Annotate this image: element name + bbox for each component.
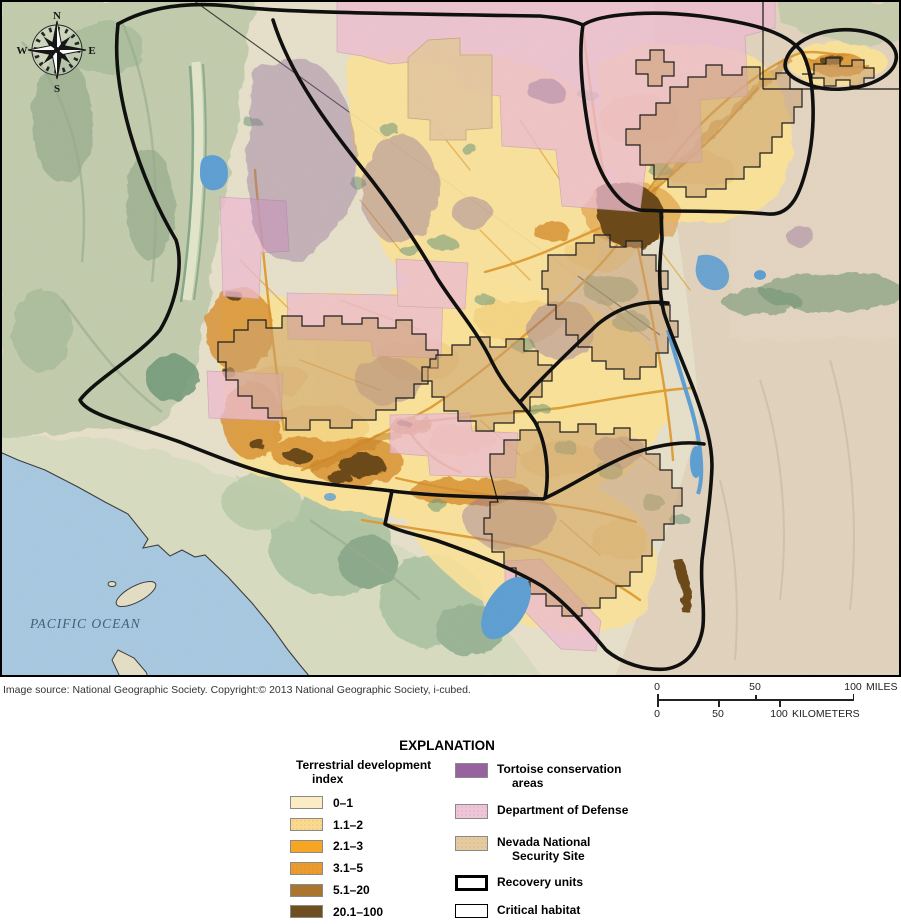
nnss-swatch [455,836,488,851]
miles-tick-0: 0 [654,681,660,693]
dod-swatch [455,804,488,819]
map-attribution: Image source: National Geographic Societ… [3,684,471,696]
map: N E S W PACIFIC OCEAN [0,0,901,677]
legend-title: EXPLANATION [399,738,495,753]
map-texture [0,0,901,677]
legend-item-recovery-units: Recovery units [455,875,583,891]
legend-item-dod: Department of Defense [455,803,628,819]
tdi-swatch-0-1 [290,796,323,810]
legend-item-critical-habitat: Critical habitat [455,903,580,918]
tdi-row: 0–1 [290,792,383,814]
tdi-legend: 0–1 1.1–2 2.1–3 3.1–5 5.1–20 20.1–100 [290,792,383,923]
tdi-row: 1.1–2 [290,814,383,836]
recovery-units-swatch [455,875,488,891]
tdi-swatch-2-3 [290,839,323,853]
tca-swatch [455,763,488,778]
tdi-row: 2.1–3 [290,836,383,858]
miles-tick-50: 50 [749,681,761,693]
tdi-swatch-20-100 [290,905,323,919]
map-frame [0,0,901,677]
tdi-swatch-1-2 [290,818,323,832]
tdi-swatch-3-5 [290,861,323,875]
scale-bar: 0 50 100 MILES 0 50 100 KILOMETERS [628,681,901,727]
miles-tick-100: 100 [844,681,862,693]
tdi-row: 3.1–5 [290,857,383,879]
tdi-heading: Terrestrial development index [296,758,432,786]
km-tick-0: 0 [654,708,660,720]
miles-unit: MILES [866,681,898,693]
km-tick-50: 50 [712,708,724,720]
legend-item-nnss: Nevada National Security Site [455,835,590,863]
km-unit: KILOMETERS [792,708,860,720]
legend-item-tca: Tortoise conservation areas [455,762,621,790]
tdi-swatch-5-20 [290,883,323,897]
tdi-row: 20.1–100 [290,901,383,923]
critical-habitat-swatch [455,904,488,918]
km-tick-100: 100 [770,708,788,720]
tdi-row: 5.1–20 [290,879,383,901]
